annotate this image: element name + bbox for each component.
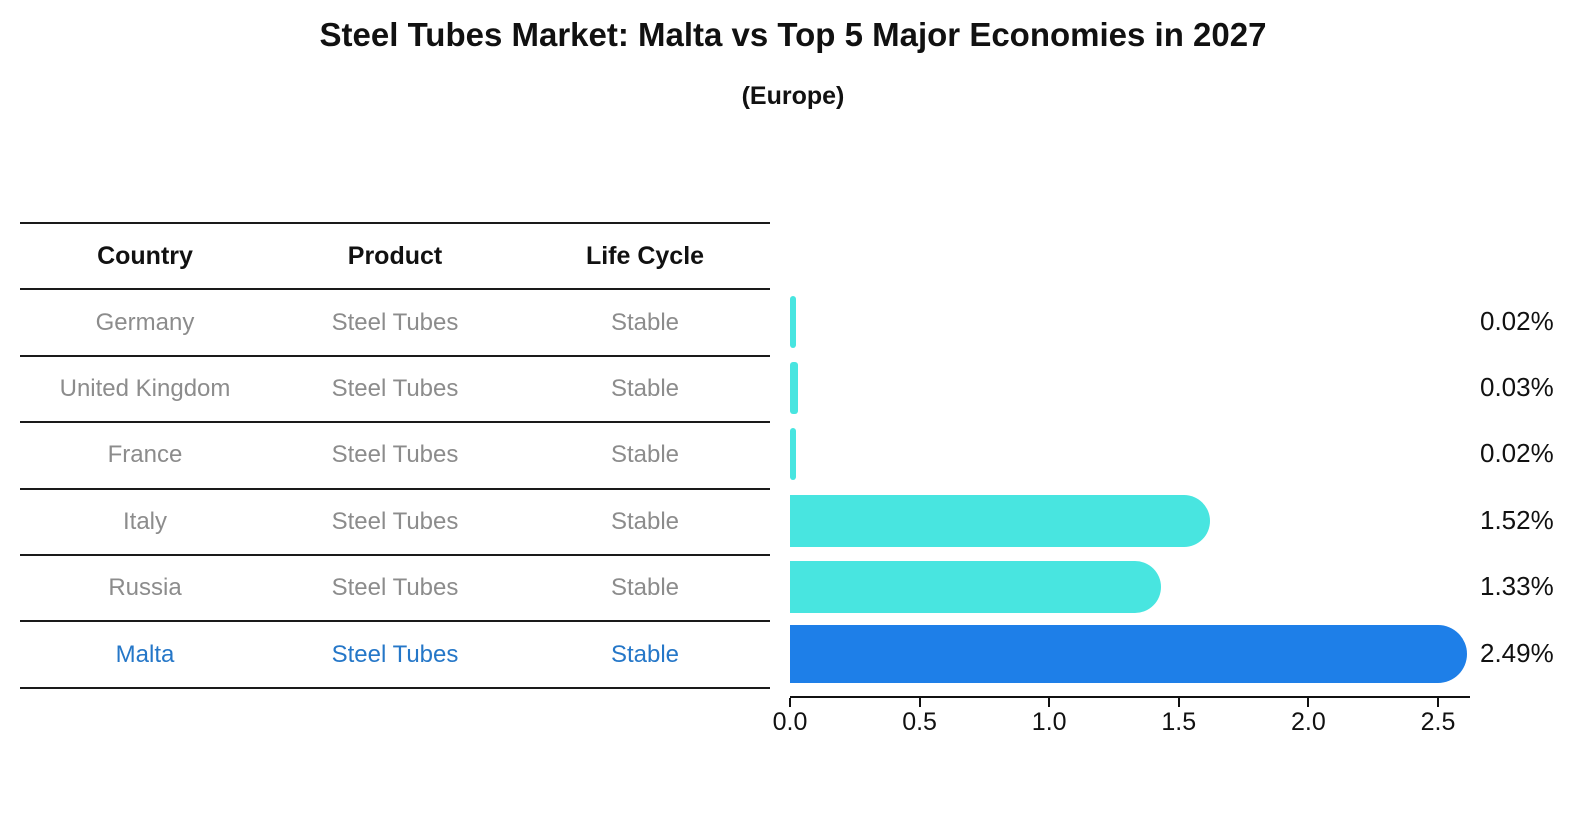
bar-value-label: 0.02% [1480,305,1554,336]
bar-malta [790,624,1468,683]
x-axis [790,696,1470,698]
bar-value-label: 2.49% [1480,637,1554,668]
chart-subtitle: (Europe) [741,82,845,110]
x-tick-label: 0.5 [902,708,937,736]
bar-value-label: 0.02% [1480,438,1554,469]
table-cell-life-cycle: Stable [610,640,680,668]
table-cell-country: Italy [122,507,167,535]
table-cell-country: France [107,441,183,469]
table-cell-life-cycle: Stable [610,374,680,402]
table-cell-life-cycle: Stable [610,441,680,469]
chart-title: Steel Tubes Market: Malta vs Top 5 Major… [319,16,1267,53]
bar-value-label: 0.03% [1480,372,1554,402]
table-header-product: Product [347,241,443,270]
x-tick-label: 0.0 [772,708,808,736]
bar-value-label: 1.33% [1480,571,1554,602]
table-cell-country: Germany [95,308,195,336]
table-header-life-cycle: Life Cycle [585,241,705,270]
table-cell-life-cycle: Stable [610,507,680,535]
x-tick-label: 1.0 [1031,708,1067,736]
x-tick-label: 2.5 [1420,708,1456,736]
table-cell-life-cycle: Stable [610,308,680,336]
table-row-russia: Russia Steel Tubes Stable [20,556,770,623]
table-cell-product: Steel Tubes [331,640,459,668]
table-cell-product: Steel Tubes [331,374,459,402]
table-row-france: France Steel Tubes Stable [20,423,770,490]
table-row-italy: Italy Steel Tubes Stable [20,490,770,556]
bar-russia [790,561,1161,614]
x-tick [1177,698,1180,707]
table-cell-product: Steel Tubes [331,441,459,469]
x-tick [918,698,921,707]
table-row-malta: Malta Steel Tubes Stable [20,622,770,689]
table-header-row: Country Product Life Cycle [20,224,770,291]
x-tick [789,698,791,707]
bar-germany [790,295,796,348]
table-cell-country: Russia [108,574,182,602]
bar-value-label: 1.52% [1480,504,1554,535]
table-cell-product: Steel Tubes [331,308,459,336]
x-tick-label: 2.0 [1291,708,1326,736]
bar-united-kingdom [790,362,798,414]
table-cell-life-cycle: Stable [610,574,680,602]
table-header-country: Country [97,241,193,270]
bar-france [790,428,796,481]
x-tick-label: 1.5 [1161,708,1197,736]
x-tick [1307,698,1310,707]
table-cell-product: Steel Tubes [331,574,459,602]
x-tick [1048,698,1051,707]
table-cell-country: Malta [115,640,175,668]
country-table: Country Product Life Cycle Germany Steel Tub… [20,222,770,689]
table-cell-country: United Kingdom [59,374,231,402]
bar-italy [790,494,1210,547]
table-row-united-kingdom: United Kingdom Steel Tubes Stable [20,357,770,424]
table-cell-product: Steel Tubes [331,507,459,535]
x-tick [1437,698,1439,707]
table-row-germany: Germany Steel Tubes Stable [20,290,770,357]
